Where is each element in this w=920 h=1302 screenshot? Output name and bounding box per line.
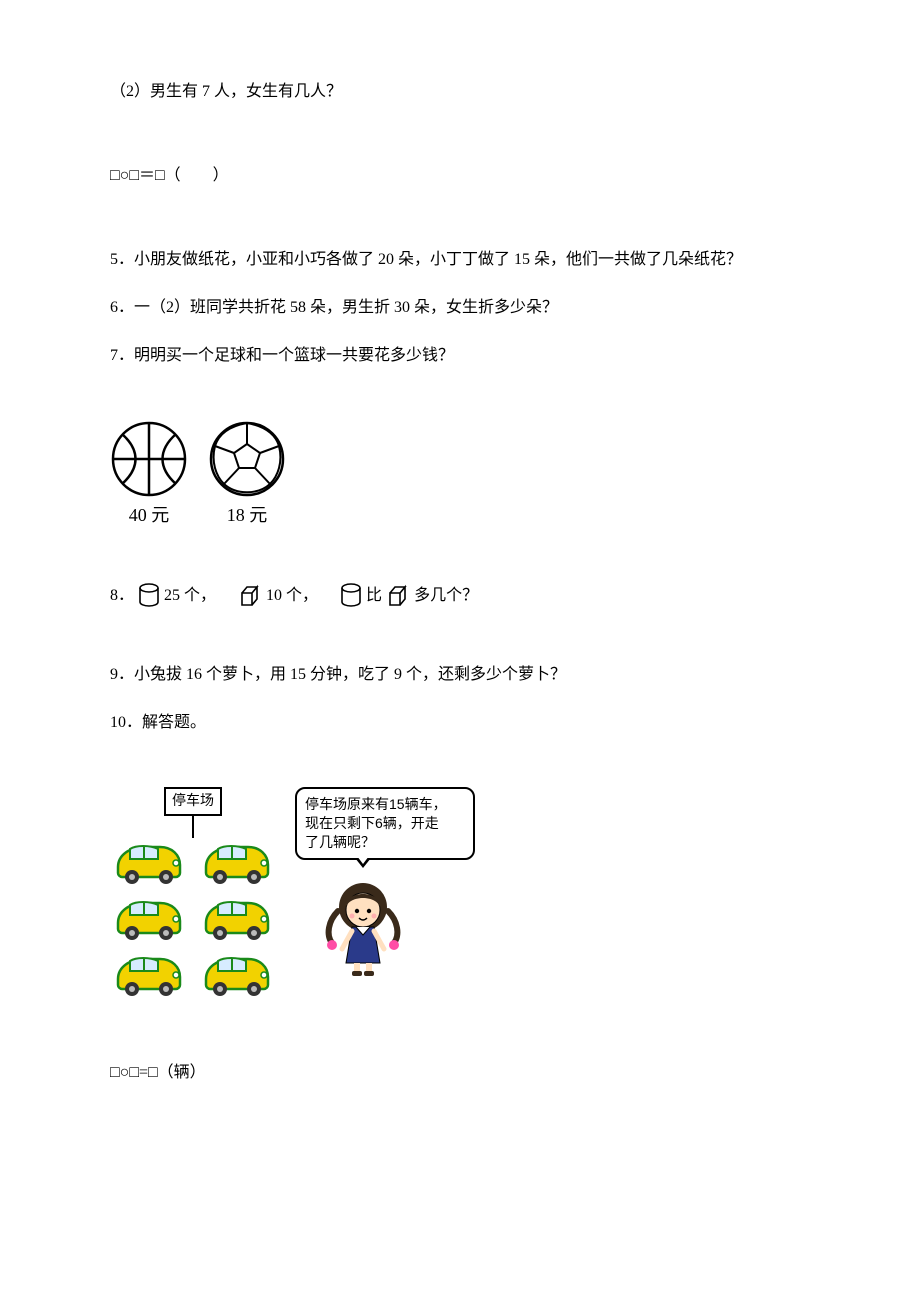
q7-text: 明明买一个足球和一个篮球一共要花多少钱？ <box>134 347 454 364</box>
q5-label: 5． <box>110 251 134 268</box>
car-icon <box>110 947 188 999</box>
q9-text: 小兔拔 16 个萝卜，用 15 分钟，吃了 9 个，还剩多少个萝卜？ <box>134 666 566 683</box>
car-icon <box>198 835 276 887</box>
speech-bubble: 停车场原来有15辆车， 现在只剩下6辆，开走 了几辆呢？ <box>295 787 475 860</box>
q7-figure: 40 元 18 元 <box>110 420 810 529</box>
q9: 9．小兔拔 16 个萝卜，用 15 分钟，吃了 9 个，还剩多少个萝卜？ <box>110 663 810 687</box>
q5: 5．小朋友做纸花，小亚和小巧各做了 20 朵，小丁丁做了 15 朵，他们一共做了… <box>110 248 810 272</box>
bubble-line-1: 停车场原来有15辆车， <box>305 796 447 812</box>
car-icon <box>110 891 188 943</box>
basketball-icon <box>110 420 188 498</box>
car-icon <box>198 947 276 999</box>
football-item: 18 元 <box>208 420 286 529</box>
cube-icon-2 <box>386 584 410 608</box>
sign-text: 停车场 <box>164 787 222 816</box>
car-icon <box>198 891 276 943</box>
basketball-price: 40 元 <box>129 502 170 529</box>
q9-label: 9． <box>110 666 134 683</box>
football-price: 18 元 <box>227 502 268 529</box>
q10-label: 10． <box>110 714 142 731</box>
q6-label: 6． <box>110 299 134 316</box>
cube-icon <box>238 584 262 608</box>
q10-text: 解答题。 <box>142 714 206 731</box>
q8-cyl-count: 25 个， <box>164 588 216 604</box>
q10-formula: □○□=□（辆） <box>110 1061 810 1085</box>
q8-label: 8． <box>110 588 134 604</box>
q7-label: 7． <box>110 347 134 364</box>
car-grid <box>110 835 276 999</box>
q6-text: 一（2）班同学共折花 58 朵，男生折 30 朵，女生折多少朵？ <box>134 299 558 316</box>
cylinder-icon <box>138 583 160 609</box>
cylinder-icon-2 <box>340 583 362 609</box>
bubble-line-2: 现在只剩下6辆，开走 <box>305 815 439 831</box>
football-icon <box>208 420 286 498</box>
q6: 6．一（2）班同学共折花 58 朵，男生折 30 朵，女生折多少朵？ <box>110 296 810 320</box>
q10-figure: 停车场 <box>110 787 490 1007</box>
speech-bubble-wrap: 停车场原来有15辆车， 现在只剩下6辆，开走 了几辆呢？ <box>295 787 475 860</box>
q10: 10．解答题。 <box>110 711 810 735</box>
q2-text: （2）男生有 7 人，女生有几人？ <box>110 80 810 104</box>
q8: 8． 25 个， 10 个， 比 多几个？ <box>110 583 810 609</box>
girl-icon <box>320 877 406 977</box>
q2-formula: □○□＝□（ ） <box>110 164 810 188</box>
girl-figure <box>320 877 406 977</box>
car-icon <box>110 835 188 887</box>
parking-sign: 停车场 <box>162 787 224 838</box>
q7: 7．明明买一个足球和一个篮球一共要花多少钱？ <box>110 344 810 368</box>
bubble-line-3: 了几辆呢？ <box>305 834 375 850</box>
q8-tail: 多几个？ <box>414 588 478 604</box>
q5-text: 小朋友做纸花，小亚和小巧各做了 20 朵，小丁丁做了 15 朵，他们一共做了几朵… <box>134 251 742 268</box>
q8-cube-count: 10 个， <box>266 588 318 604</box>
basketball-item: 40 元 <box>110 420 188 529</box>
q8-mid: 比 <box>366 588 382 604</box>
